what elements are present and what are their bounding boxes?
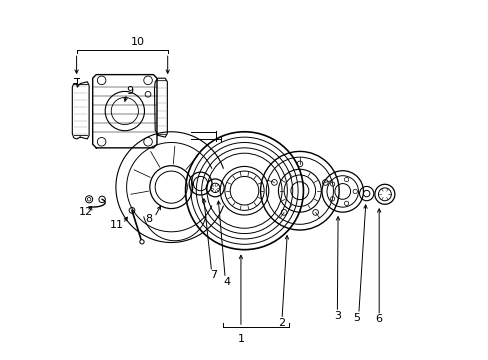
Text: 10: 10: [130, 37, 144, 48]
Text: 8: 8: [145, 214, 152, 224]
Text: 3: 3: [333, 311, 340, 321]
Text: 4: 4: [223, 277, 230, 287]
Text: 11: 11: [110, 220, 124, 230]
Text: 9: 9: [125, 86, 133, 96]
Text: 2: 2: [278, 318, 285, 328]
Text: 5: 5: [353, 312, 360, 323]
Text: 7: 7: [210, 270, 217, 280]
Text: 6: 6: [375, 314, 382, 324]
Text: 1: 1: [237, 334, 244, 344]
Text: 12: 12: [78, 207, 92, 217]
